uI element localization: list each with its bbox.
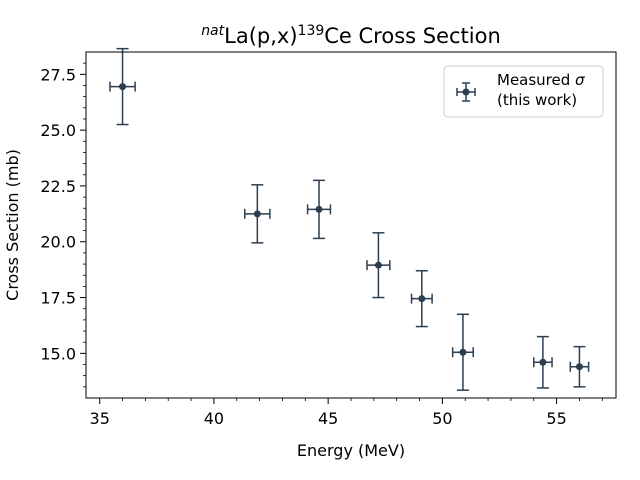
x-tick-label: 40 bbox=[204, 409, 224, 428]
point-marker bbox=[253, 210, 261, 218]
legend-label-line2: (this work) bbox=[497, 91, 577, 109]
data-point bbox=[410, 270, 433, 328]
data-points bbox=[109, 47, 590, 391]
legend: Measured σ (this work) bbox=[443, 65, 604, 118]
x-tick-label: 35 bbox=[90, 409, 110, 428]
title-main: La(p,x) bbox=[224, 24, 297, 48]
y-tick-label: 17.5 bbox=[40, 289, 76, 308]
plot-frame bbox=[85, 51, 617, 399]
point-marker bbox=[374, 261, 382, 269]
title-mid-superscript: 139 bbox=[298, 23, 325, 39]
title-prefix-superscript: nat bbox=[201, 23, 224, 39]
point-marker bbox=[418, 295, 426, 303]
data-point bbox=[569, 345, 590, 388]
point-marker bbox=[315, 205, 323, 213]
point-marker bbox=[459, 348, 467, 356]
y-axis-label: Cross Section (mb) bbox=[3, 149, 22, 301]
chart-title: natLa(p,x)139Ce Cross Section bbox=[201, 23, 501, 48]
point-marker bbox=[119, 83, 127, 91]
y-tick-label: 20.0 bbox=[40, 233, 76, 252]
data-point bbox=[244, 184, 271, 244]
legend-box bbox=[443, 65, 604, 118]
legend-point bbox=[462, 88, 470, 96]
x-tick-label: 45 bbox=[318, 409, 338, 428]
data-point bbox=[109, 47, 136, 126]
data-point bbox=[533, 335, 553, 389]
x-tick-label: 50 bbox=[432, 409, 452, 428]
y-tick-label: 27.5 bbox=[40, 65, 76, 84]
data-point bbox=[451, 313, 474, 391]
data-point bbox=[306, 179, 332, 240]
x-tick-label: 55 bbox=[546, 409, 566, 428]
point-marker bbox=[539, 358, 547, 366]
title-suffix: Ce Cross Section bbox=[324, 24, 501, 48]
x-axis-label: Energy (MeV) bbox=[297, 441, 405, 460]
point-marker bbox=[575, 363, 583, 371]
legend-marker bbox=[456, 82, 476, 102]
legend-label-line1: Measured σ bbox=[497, 71, 585, 89]
y-tick-label: 22.5 bbox=[40, 177, 76, 196]
y-tick-label: 15.0 bbox=[40, 344, 76, 363]
y-tick-label: 25.0 bbox=[40, 121, 76, 140]
axis-ticks: 35 40 45 50 55 15.0 17.5 20.0 22.5 25.0 27.5 bbox=[40, 62, 603, 428]
data-point bbox=[366, 232, 391, 299]
